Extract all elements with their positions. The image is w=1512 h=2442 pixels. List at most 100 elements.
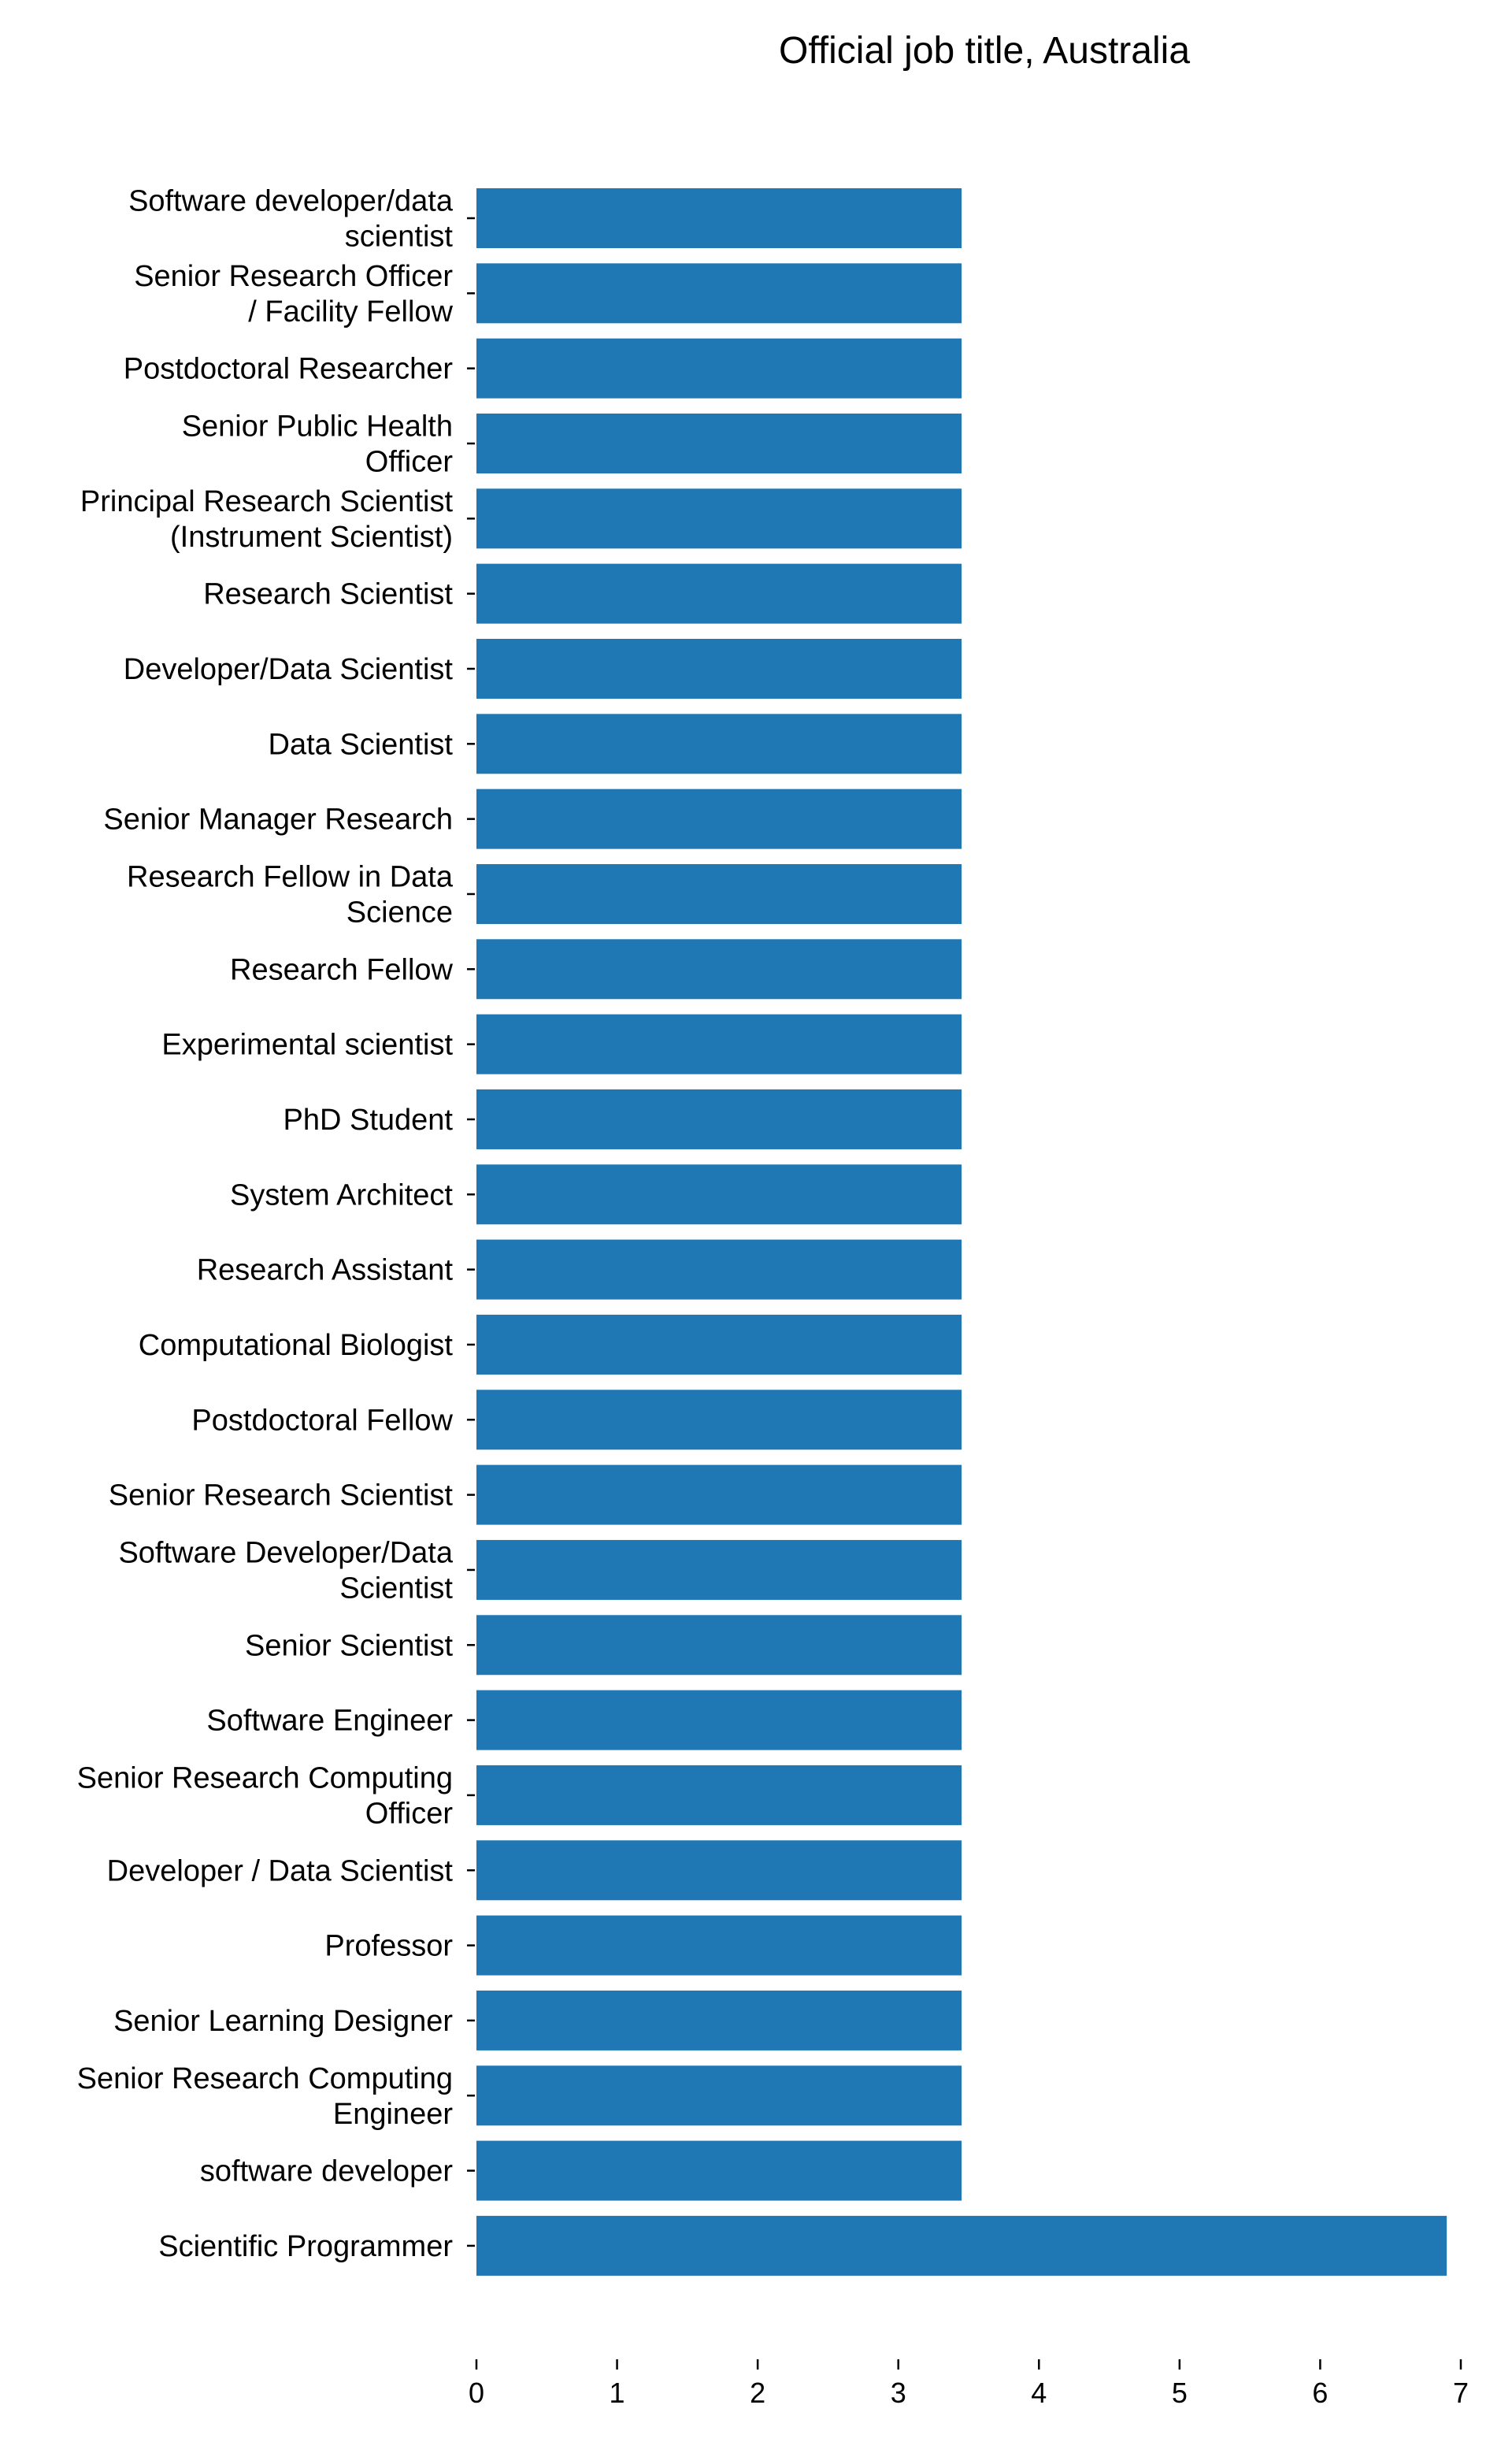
bar <box>476 1390 962 1450</box>
category-label-line: Postdoctoral Fellow <box>191 1404 453 1437</box>
x-tick-label: 0 <box>469 2377 484 2409</box>
bar <box>476 2215 1447 2276</box>
bar <box>476 1765 962 1825</box>
category-label: Data Scientist <box>269 728 454 761</box>
bars-group <box>476 188 1447 2276</box>
category-label: Research Fellow <box>230 953 454 986</box>
bar <box>476 1164 962 1225</box>
category-label-line: Engineer <box>333 2098 453 2131</box>
category-label-line: Developer / Data Scientist <box>107 1854 454 1887</box>
category-label-line: Senior Research Computing <box>77 1761 453 1794</box>
category-label: Senior Research Officer / Facility Fellow <box>134 260 453 328</box>
category-label: Software developer/data scientist <box>128 185 454 254</box>
category-label: Software Engineer <box>206 1705 453 1738</box>
category-label: Research Scientist <box>203 578 453 611</box>
bar <box>476 263 962 324</box>
category-label: software developer <box>200 2155 453 2188</box>
category-label-line: Computational Biologist <box>139 1329 454 1362</box>
category-label: Developer/Data Scientist <box>124 653 454 686</box>
category-label: Research Fellow in Data Science <box>127 860 454 929</box>
category-label-line: Research Scientist <box>203 578 453 611</box>
bar <box>476 338 962 399</box>
category-label-line: Professor <box>324 1930 453 1963</box>
category-label-line: Senior Scientist <box>245 1629 453 1662</box>
category-label-line: Research Fellow in Data <box>127 860 454 893</box>
category-label: Senior Learning Designer <box>113 2005 453 2038</box>
category-label: Research Assistant <box>197 1254 454 1287</box>
bar <box>476 2140 962 2201</box>
x-tick-label: 6 <box>1312 2377 1328 2409</box>
bar <box>476 863 962 924</box>
category-label: Computational Biologist <box>139 1329 454 1362</box>
category-label-line: Senior Research Scientist <box>109 1479 454 1512</box>
category-label: Experimental scientist <box>161 1029 453 1062</box>
x-tick-label: 3 <box>891 2377 906 2409</box>
x-tick-label: 5 <box>1172 2377 1188 2409</box>
bar <box>476 488 962 549</box>
bar <box>476 2065 962 2126</box>
bar <box>476 714 962 774</box>
category-label-line: software developer <box>200 2155 453 2188</box>
bar <box>476 1464 962 1525</box>
category-label: Principal Research Scientist (Instrument … <box>80 485 454 554</box>
category-label-line: Science <box>346 896 453 929</box>
category-label-line: Postdoctoral Researcher <box>124 353 454 386</box>
category-label: Senior Manager Research <box>103 803 453 837</box>
category-label-line: Data Scientist <box>269 728 454 761</box>
category-label-line: Senior Manager Research <box>103 803 453 837</box>
x-tick-label: 1 <box>610 2377 625 2409</box>
category-label-line: scientist <box>345 221 454 254</box>
category-label-line: PhD Student <box>284 1104 454 1137</box>
bar <box>476 1539 962 1600</box>
bar <box>476 1915 962 1976</box>
bar <box>476 1690 962 1750</box>
bar <box>476 1615 962 1676</box>
category-label-line: Research Assistant <box>197 1254 454 1287</box>
category-label: PhD Student <box>284 1104 454 1137</box>
bar <box>476 188 962 248</box>
category-label-line: Scientist <box>339 1572 453 1605</box>
bar <box>476 939 962 1000</box>
bar <box>476 1014 962 1074</box>
category-label: Software Developer/Data Scientist <box>118 1536 453 1605</box>
bar <box>476 1239 962 1300</box>
category-label-line: / Facility Fellow <box>248 295 453 328</box>
category-label: Postdoctoral Researcher <box>124 353 454 386</box>
category-label-line: Principal Research Scientist <box>80 485 454 518</box>
bar <box>476 1089 962 1149</box>
category-label-line: System Architect <box>230 1178 453 1212</box>
category-label: Senior Research Computing Officer <box>77 1761 454 1830</box>
category-label-line: Research Fellow <box>230 953 454 986</box>
bar <box>476 1314 962 1375</box>
category-label-line: Software Engineer <box>206 1705 453 1738</box>
category-label: Senior Research Computing Engineer <box>77 2062 454 2131</box>
category-label-line: Software Developer/Data <box>118 1536 453 1569</box>
category-label-line: Senior Research Computing <box>77 2062 453 2095</box>
bar <box>476 1990 962 2050</box>
category-label-line: Scientific Programmer <box>158 2230 453 2263</box>
chart-title: Official job title, Australia <box>779 30 1190 72</box>
category-label-line: Developer/Data Scientist <box>124 653 454 686</box>
category-label-line: Senior Research Officer <box>134 260 453 293</box>
category-label-line: Officer <box>365 445 454 478</box>
category-label: Professor <box>324 1930 453 1963</box>
category-label-line: Software developer/data <box>128 185 454 218</box>
category-label-line: Senior Learning Designer <box>113 2005 453 2038</box>
bar <box>476 563 962 624</box>
category-label: System Architect <box>230 1178 453 1212</box>
x-axis: 0 1 2 3 4 5 6 7 <box>469 2359 1469 2409</box>
category-label: Senior Public Health Officer <box>182 410 454 478</box>
bar <box>476 789 962 849</box>
category-label-line: Senior Public Health <box>182 410 453 443</box>
x-tick-label: 7 <box>1453 2377 1469 2409</box>
category-label-line: Experimental scientist <box>161 1029 453 1062</box>
bar <box>476 638 962 699</box>
x-tick-label: 4 <box>1031 2377 1047 2409</box>
category-label: Postdoctoral Fellow <box>191 1404 453 1437</box>
category-label: Senior Scientist <box>245 1629 453 1662</box>
category-label: Senior Research Scientist <box>109 1479 454 1512</box>
bar <box>476 1840 962 1901</box>
category-label-line: (Instrument Scientist) <box>170 521 453 554</box>
